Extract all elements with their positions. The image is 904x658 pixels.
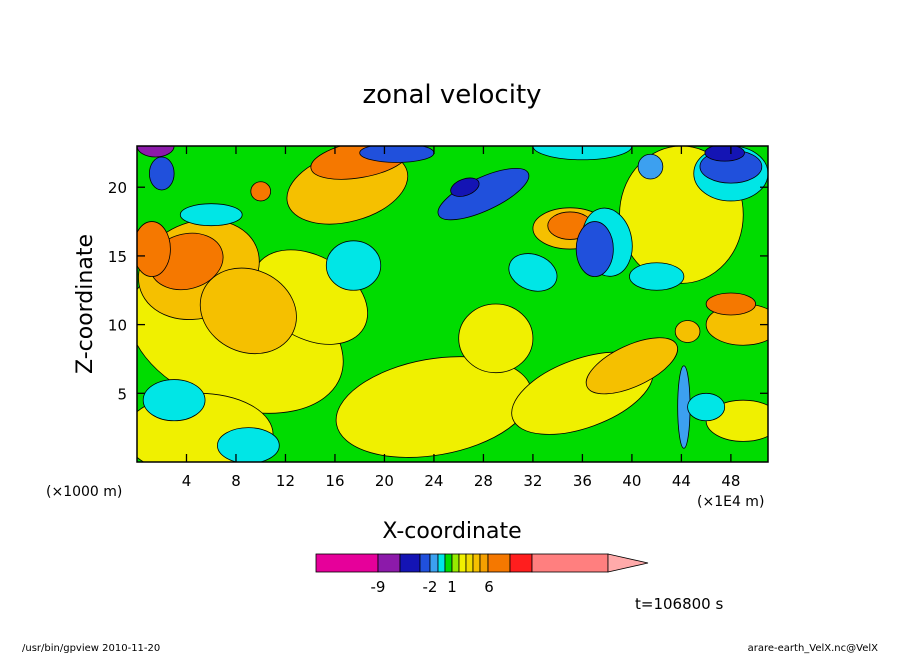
colorbar-swatch <box>487 553 511 573</box>
colorbar-swatch <box>315 553 379 573</box>
time-annotation: t=106800 s <box>635 595 723 613</box>
y-tick-label: 20 <box>108 179 127 197</box>
plot-area <box>136 145 769 463</box>
x-axis: 4 8 12 16 20 24 28 32 36 40 44 48 <box>182 146 740 490</box>
colorbar-swatch <box>377 553 401 573</box>
footer-program: /usr/bin/gpview 2010-11-20 <box>22 643 160 654</box>
colorbar-swatch <box>429 553 439 573</box>
y-axis: 5 10 15 20 <box>108 179 768 403</box>
x-tick-label: 48 <box>721 472 740 490</box>
contour-region <box>575 221 614 277</box>
colorbar-arrow <box>607 553 649 573</box>
colorbar-swatch <box>437 553 446 573</box>
y-tick-label: 10 <box>108 317 127 335</box>
contour-region <box>585 337 678 395</box>
x-tick-label: 36 <box>573 472 592 490</box>
y-tick-label: 15 <box>108 248 127 266</box>
contour-region <box>148 156 175 191</box>
x-tick-label: 16 <box>325 472 344 490</box>
colorbar-label: -9 <box>371 578 386 596</box>
colorbar <box>315 553 649 573</box>
x-tick-label: 12 <box>276 472 295 490</box>
x-tick-label: 44 <box>672 472 691 490</box>
x-tick-label: 32 <box>523 472 542 490</box>
x-tick-label: 8 <box>231 472 241 490</box>
x-tick-label: 28 <box>474 472 493 490</box>
x-tick-label: 4 <box>182 472 192 490</box>
colorbar-swatch <box>451 553 460 573</box>
contour-region <box>325 240 382 291</box>
contour-region <box>629 262 685 291</box>
contour-region <box>704 146 745 162</box>
contour-region <box>450 177 480 197</box>
y-tick-label: 5 <box>117 385 127 403</box>
contour-region <box>199 267 297 355</box>
contour-region <box>217 427 280 462</box>
colorbar-swatch <box>458 553 467 573</box>
colorbar-label: -2 <box>423 578 438 596</box>
x-axis-label: X-coordinate <box>382 519 521 544</box>
contour-region <box>179 203 243 227</box>
colorbar-swatch <box>465 553 474 573</box>
colorbar-label: 1 <box>447 578 457 596</box>
colorbar-swatch <box>472 553 481 573</box>
chart-title: zonal velocity <box>362 80 541 110</box>
footer-variable: arare-earth_VelX.nc@VelX <box>748 643 879 654</box>
contour-region <box>142 379 206 422</box>
y-axis-label: Z-coordinate <box>73 234 98 374</box>
contour-region <box>250 181 272 202</box>
x-unit-label: (×1E4 m) <box>697 494 764 510</box>
plot-frame <box>136 145 769 463</box>
contour-region <box>508 253 558 292</box>
contour-region <box>137 221 171 277</box>
colorbar-swatch <box>444 553 453 573</box>
contour-region <box>705 292 757 316</box>
colorbar-swatch <box>509 553 533 573</box>
contour-region <box>687 392 726 422</box>
contour-region <box>637 153 664 180</box>
colorbar-labels: -9 -2 1 6 <box>371 578 494 596</box>
colorbar-swatch <box>479 553 489 573</box>
contour-region <box>458 303 534 374</box>
x-tick-label: 24 <box>424 472 443 490</box>
x-tick-label: 40 <box>622 472 641 490</box>
colorbar-swatch <box>399 553 421 573</box>
colorbar-label: 6 <box>484 578 494 596</box>
contour-field <box>137 146 768 462</box>
x-tick-label: 20 <box>375 472 394 490</box>
contour-region <box>674 320 701 343</box>
colorbar-swatch <box>419 553 431 573</box>
y-unit-label: (×1000 m) <box>46 484 122 500</box>
colorbar-swatch <box>531 553 609 573</box>
